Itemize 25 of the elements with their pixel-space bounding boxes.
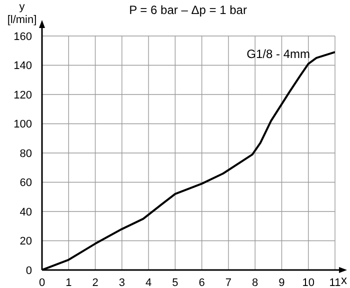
x-tick-label: 5 xyxy=(172,276,178,288)
x-tick-label: 11 xyxy=(329,276,341,288)
y-tick-label: 80 xyxy=(20,148,32,160)
x-tick-label: 3 xyxy=(118,276,125,288)
x-tick-label: 1 xyxy=(66,276,72,288)
x-tick-label: 0 xyxy=(38,276,46,288)
y-tick-label: 160 xyxy=(14,30,32,43)
x-tick-label: 6 xyxy=(198,276,205,288)
x-tick-label: 2 xyxy=(92,276,98,288)
x-tick-label: 4 xyxy=(145,276,152,288)
y-tick-label: 0 xyxy=(26,264,32,277)
y-tick-label: 120 xyxy=(14,89,32,102)
y-tick-label: 100 xyxy=(14,118,32,131)
x-axis-title: x xyxy=(341,273,347,287)
y-tick-label: 140 xyxy=(14,60,32,72)
y-tick-label: 20 xyxy=(20,236,32,248)
x-tick-label: 9 xyxy=(278,276,285,288)
x-tick-label: 10 xyxy=(302,276,314,288)
y-axis-title: y [l/min] xyxy=(7,1,37,26)
chart-title: P = 6 bar – Δp = 1 bar xyxy=(129,3,247,17)
series-label: G1/8 - 4mm xyxy=(246,47,310,62)
y-tick-label: 60 xyxy=(20,177,32,190)
y-tick-label: 40 xyxy=(20,206,32,218)
x-tick-label: 8 xyxy=(252,276,258,288)
x-tick-label: 7 xyxy=(225,276,232,288)
